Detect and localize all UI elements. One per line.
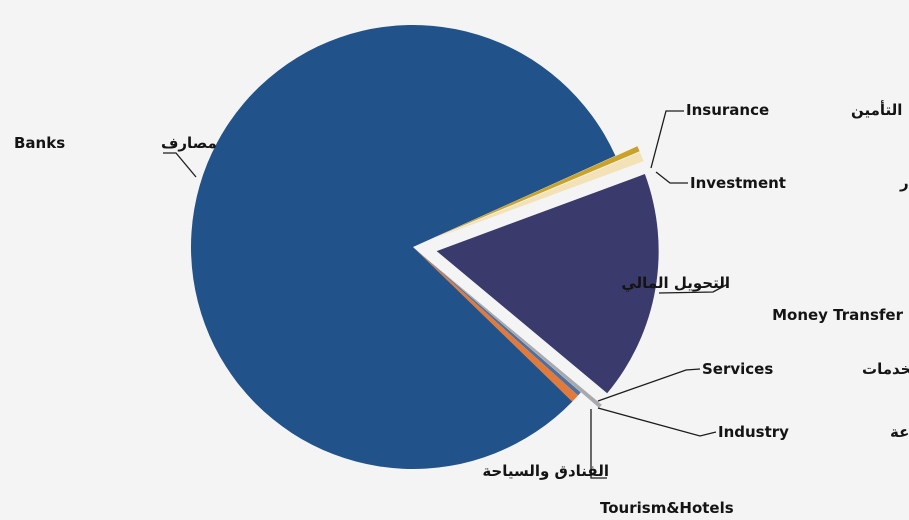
leader-tourism: [590, 409, 607, 479]
label-investment-ar: الاستثمار: [899, 174, 909, 192]
leader-insurance: [650, 110, 684, 169]
label-insurance-ar: التأمين: [851, 100, 902, 119]
label-money-transfer-en: Money Transfer: [772, 306, 903, 324]
slice-banks: [191, 24, 616, 469]
label-investment-en: Investment: [690, 174, 786, 192]
label-industry-en: Industry: [718, 423, 789, 441]
label-tourism-en: Tourism&Hotels: [600, 499, 734, 517]
slice-tourism-hotels: [413, 247, 579, 402]
label-tourism-ar: الفنادق والسياحة: [482, 462, 609, 480]
label-industry-ar: الصناعة: [890, 423, 909, 441]
leader-banks: [163, 152, 197, 178]
pie-slices: [191, 24, 659, 469]
label-money-transfer-ar: التحويل المالي: [621, 274, 730, 292]
label-banks-en: Banks: [14, 134, 65, 152]
label-services-en: Services: [702, 360, 773, 378]
slice-investment: [435, 152, 644, 239]
slice-industry: [413, 247, 581, 396]
label-insurance-en: Insurance: [686, 101, 769, 119]
leader-industry: [597, 407, 717, 437]
leader-lines: [163, 110, 729, 479]
slice-services: [431, 262, 602, 408]
slice-money-transfer: [436, 174, 659, 394]
label-banks-ar: مصارف: [161, 134, 217, 152]
slice-labels: Insurance التأمين Investment الاستثمار ا…: [14, 100, 909, 517]
leader-money-transfer: [658, 283, 729, 294]
leader-services: [597, 368, 701, 402]
label-services-ar: الخدمات: [862, 360, 909, 378]
slice-insurance: [435, 146, 640, 238]
leader-investment: [655, 171, 688, 184]
